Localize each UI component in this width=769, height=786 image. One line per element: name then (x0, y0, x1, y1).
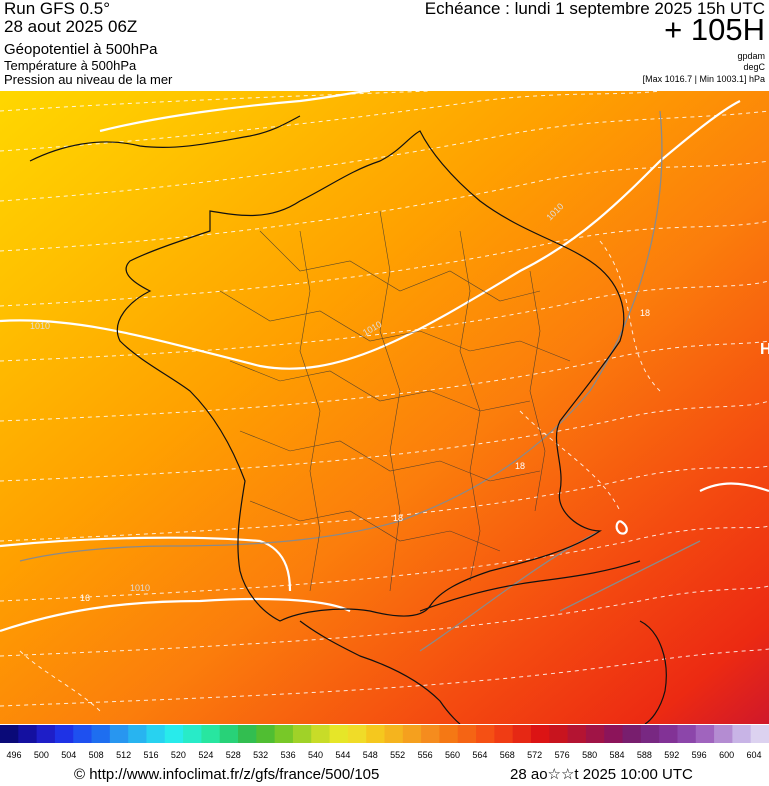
color-scale-swatch (695, 725, 715, 743)
color-scale-swatch (549, 725, 569, 743)
color-scale-swatch (128, 725, 147, 743)
color-scale-label: 544 (335, 750, 351, 760)
color-scale-label: 520 (170, 750, 186, 760)
isotherm-label: 18 (515, 461, 525, 471)
map-title: Géopotentiel à 500hPa (4, 41, 158, 58)
color-scale-swatch (604, 725, 624, 743)
forecast-valid-time: Echéance : lundi 1 septembre 2025 15h UT… (424, 0, 765, 18)
color-scale-swatch (36, 725, 56, 743)
run-label: Run GFS 0.5° (4, 0, 111, 18)
color-scale-label: 604 (746, 750, 762, 760)
color-scale-bar (0, 725, 769, 743)
isotherm-label: 18 (393, 513, 403, 523)
color-scale-label: 532 (253, 750, 269, 760)
unit-gpdam: gpdam (737, 51, 765, 61)
color-scale-swatch (732, 725, 752, 743)
color-scale-swatch (109, 725, 129, 743)
color-scale-label: 504 (61, 750, 77, 760)
color-scale-label: 592 (664, 750, 680, 760)
color-scale-swatch (457, 725, 477, 743)
map-subtitle-temperature: Température à 500hPa (4, 58, 137, 73)
color-scale-label: 528 (225, 750, 241, 760)
color-scale-swatch (329, 725, 349, 743)
forecast-map: 1010 1010 1010 1010 18 18 18 16 H (0, 91, 769, 724)
color-scale-swatch (91, 725, 111, 743)
unit-degc: degC (743, 62, 765, 72)
isobar-label: 1010 (30, 321, 50, 331)
high-pressure-marker: H (760, 341, 769, 358)
color-scale-labels: 496 500 504 508 512 516 520 524 528 532 536 540 544 5… (0, 750, 769, 762)
color-scale-swatch (659, 725, 678, 743)
color-scale-label: 584 (609, 750, 625, 760)
color-scale-label: 564 (472, 750, 488, 760)
color-scale-swatch (439, 725, 459, 743)
forecast-lead-time: + 105H (664, 12, 765, 47)
color-scale-swatch (585, 725, 605, 743)
map-subtitle-pressure: Pression au niveau de la mer (4, 72, 173, 87)
color-scale-label: 600 (719, 750, 735, 760)
color-scale-swatch (622, 725, 642, 743)
color-scale-swatch (530, 725, 550, 743)
isotherm-label: 18 (640, 308, 650, 318)
color-scale-swatch (677, 725, 697, 743)
color-scale-label: 572 (527, 750, 543, 760)
color-scale-label: 500 (33, 750, 49, 760)
color-scale-label: 508 (88, 750, 104, 760)
color-scale-label: 556 (417, 750, 433, 760)
color-scale-label: 580 (582, 750, 598, 760)
color-scale-swatch (347, 725, 367, 743)
color-scale-swatch (54, 725, 74, 743)
geopotential-field (0, 91, 769, 724)
color-scale-label: 496 (6, 750, 22, 760)
color-scale-label: 560 (444, 750, 461, 760)
color-scale-swatch (238, 725, 257, 743)
color-scale-label: 536 (280, 750, 296, 760)
color-scale-label: 540 (307, 750, 324, 760)
isotherm-label: 16 (80, 593, 90, 603)
color-scale-swatch (274, 725, 294, 743)
color-scale-swatch (18, 725, 38, 743)
color-scale-swatch (0, 725, 19, 743)
color-scale-swatch (256, 725, 276, 743)
color-scale-swatch (183, 725, 202, 743)
color-scale-label: 596 (691, 750, 707, 760)
color-scale-swatch (311, 725, 331, 743)
color-scale-label: 524 (198, 750, 214, 760)
color-scale-swatch (201, 725, 221, 743)
run-date: 28 aout 2025 06Z (4, 17, 138, 36)
color-scale-swatch (384, 725, 404, 743)
color-scale-swatch (402, 725, 422, 743)
color-scale-swatch (73, 725, 93, 743)
isotherms (0, 91, 769, 712)
isobar-label: 1010 (130, 583, 150, 593)
color-scale-swatch (512, 725, 532, 743)
color-scale-swatch (714, 725, 733, 743)
color-scale-label: 516 (143, 750, 159, 760)
color-scale-swatch (750, 725, 769, 743)
color-scale-label: 576 (554, 750, 570, 760)
color-scale-swatch (494, 725, 514, 743)
color-scale-swatch (640, 725, 660, 743)
color-scale-label: 588 (636, 750, 652, 760)
color-scale-swatch (219, 725, 239, 743)
pressure-range: [Max 1016.7 | Min 1003.1] hPa (642, 74, 765, 84)
source-url: © http://www.infoclimat.fr/z/gfs/france/… (74, 766, 380, 783)
color-scale-label: 548 (362, 750, 378, 760)
color-scale-swatch (366, 725, 385, 743)
department-borders (219, 210, 571, 592)
isobars (0, 91, 769, 633)
generation-time: 28 ao☆☆t 2025 10:00 UTC (510, 766, 693, 783)
color-scale-swatch (567, 725, 587, 743)
color-scale-label: 512 (116, 750, 132, 760)
color-scale-swatch (146, 725, 166, 743)
color-scale-swatch (476, 725, 495, 743)
color-scale-swatch (292, 725, 312, 743)
color-scale-label: 552 (390, 750, 406, 760)
color-scale-label: 568 (499, 750, 515, 760)
color-scale-swatch (164, 725, 184, 743)
color-scale-swatch (421, 725, 440, 743)
coastlines (29, 115, 667, 724)
